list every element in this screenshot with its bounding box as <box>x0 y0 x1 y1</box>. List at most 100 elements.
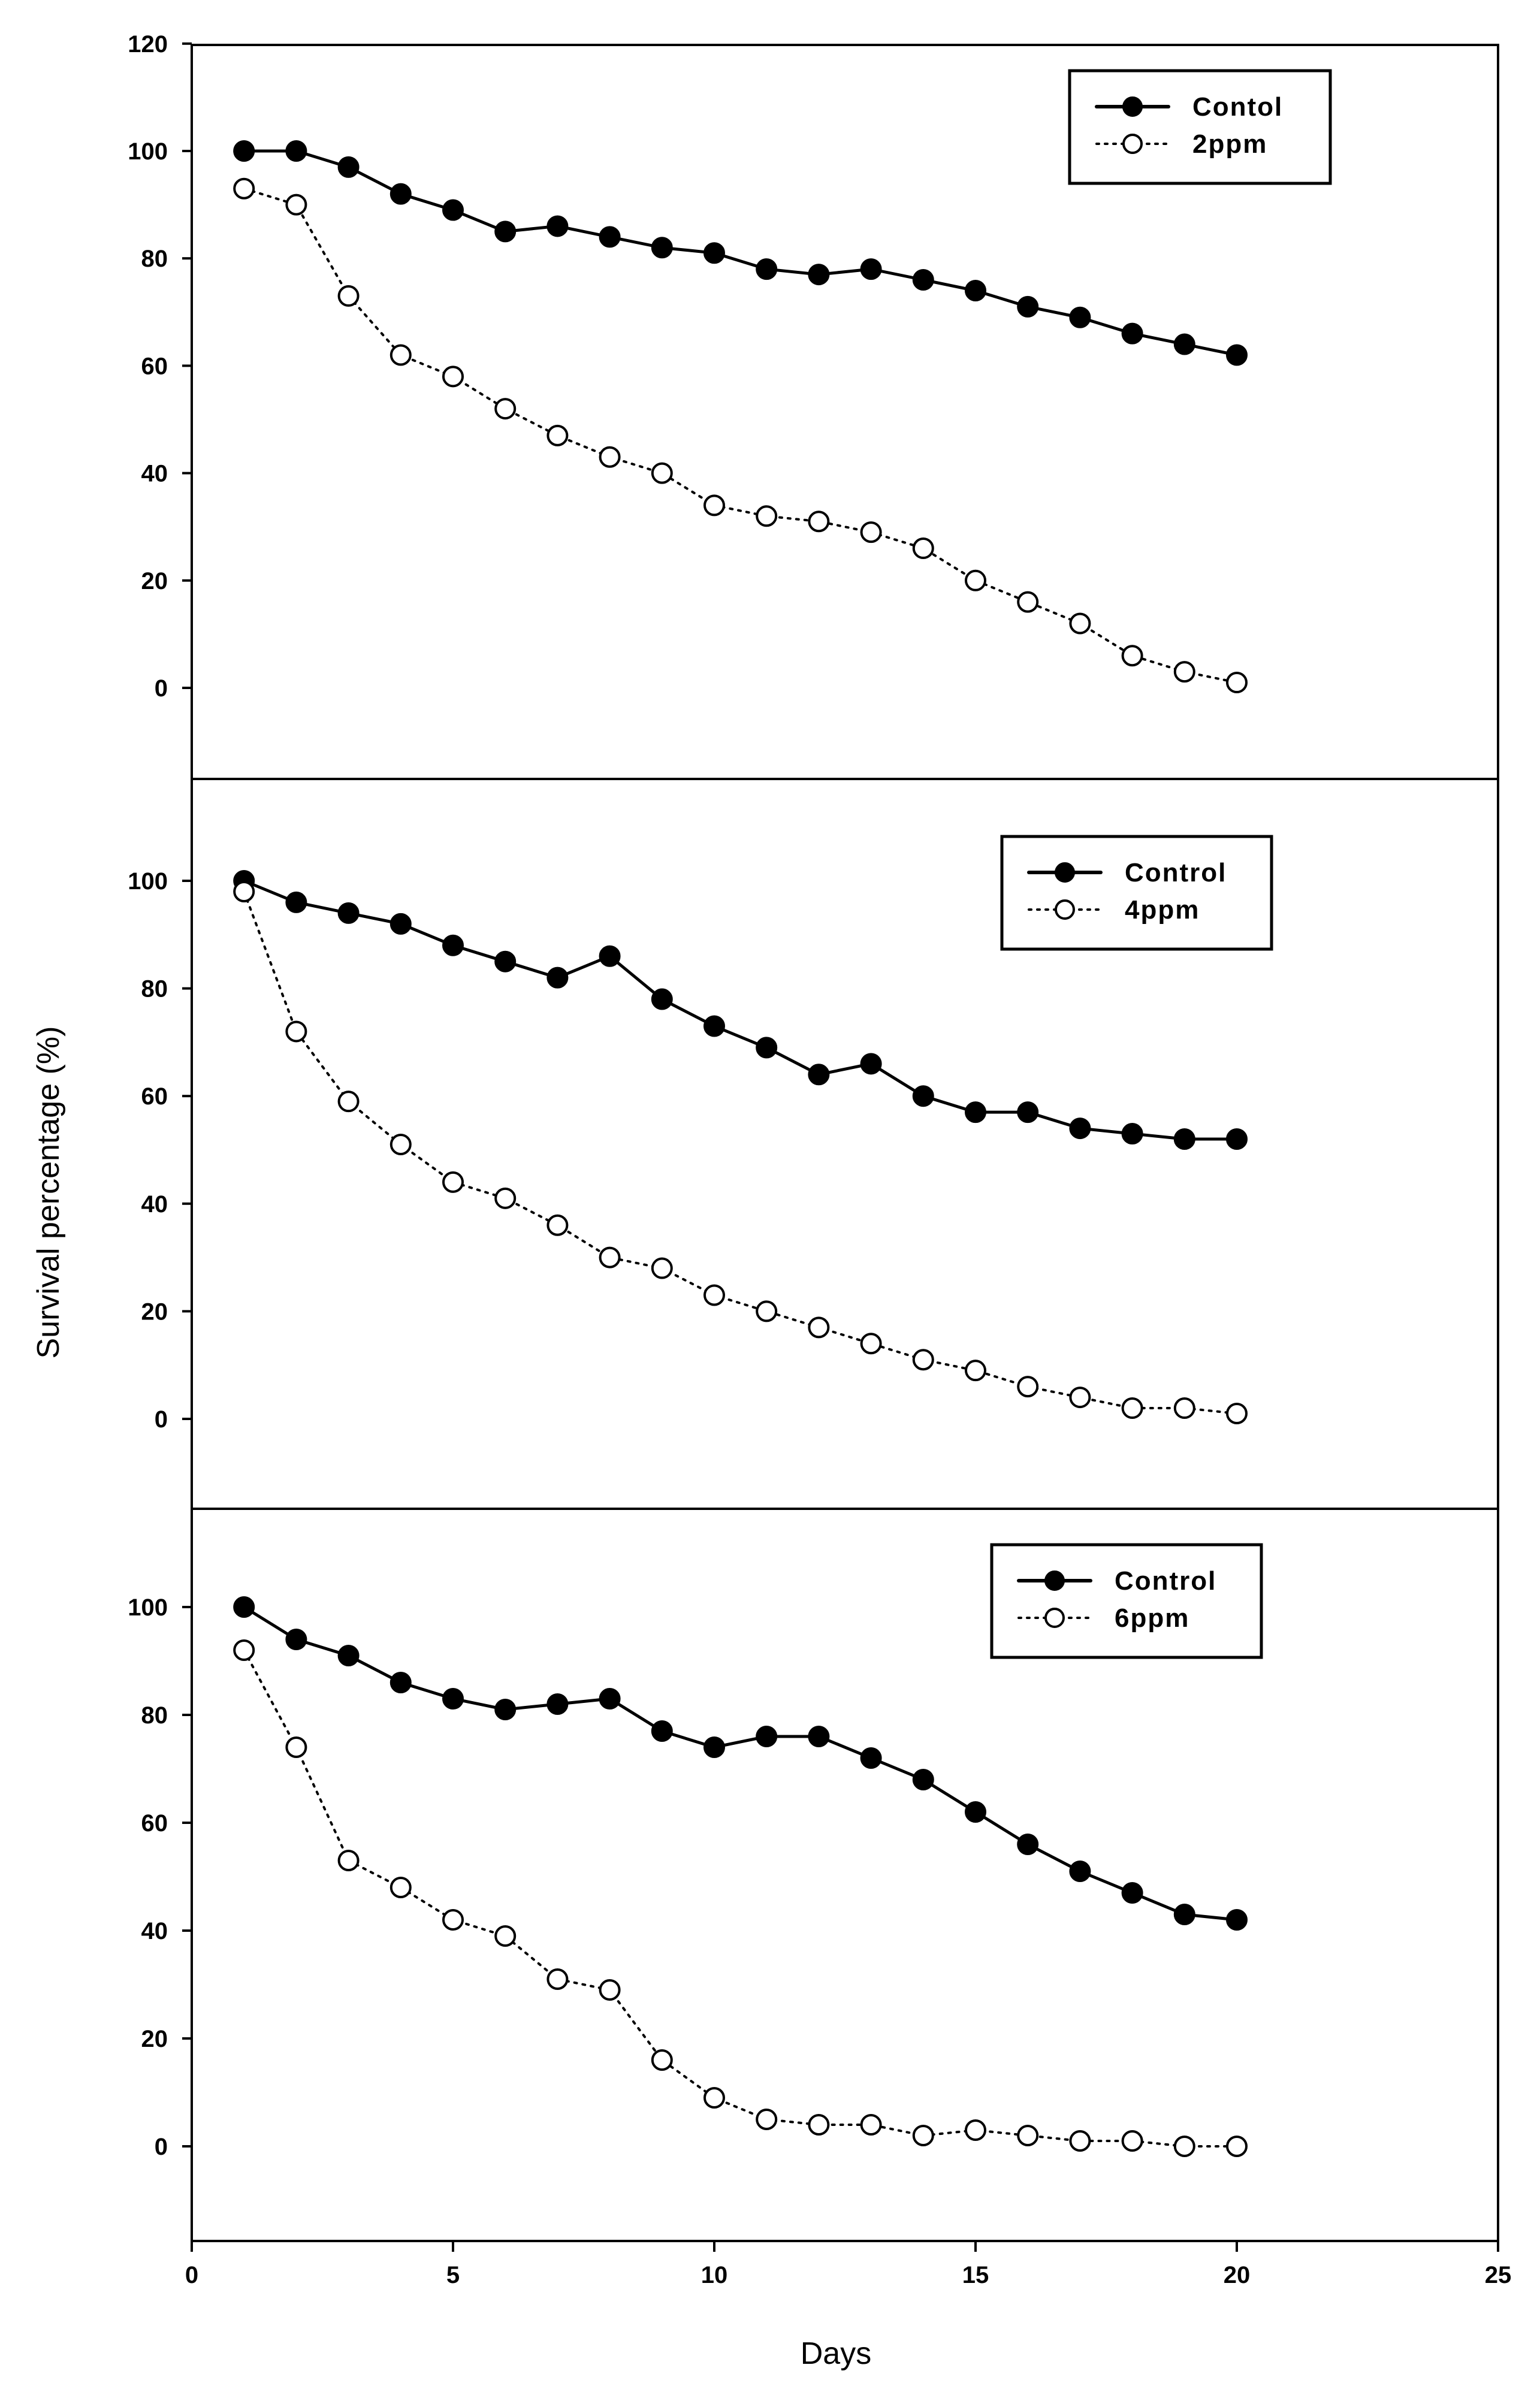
data-point <box>546 1968 569 1990</box>
y-tick-label: 0 <box>155 1406 168 1433</box>
legend-box <box>1000 835 1273 951</box>
data-point <box>808 1316 830 1339</box>
data-point <box>389 1672 412 1693</box>
y-tick-label: 100 <box>128 1594 168 1621</box>
data-point <box>546 1214 569 1236</box>
data-point <box>233 140 255 162</box>
data-point <box>599 1979 621 2001</box>
data-point <box>1121 322 1143 345</box>
data-point <box>494 1187 517 1209</box>
data-point <box>1121 2130 1143 2152</box>
y-tick-label: 80 <box>141 976 168 1002</box>
data-point <box>965 1801 986 1823</box>
data-point <box>965 279 986 301</box>
data-point <box>965 2119 986 2141</box>
data-point <box>1069 1118 1091 1140</box>
data-point <box>1069 1861 1091 1882</box>
data-point <box>1017 1376 1039 1398</box>
data-point <box>651 2049 673 2071</box>
data-point <box>494 221 517 243</box>
data-point <box>756 2109 778 2130</box>
data-point <box>756 1037 778 1059</box>
data-point <box>1173 1128 1195 1150</box>
data-point <box>285 1629 307 1650</box>
series-line-treatment <box>243 187 1238 684</box>
data-point <box>912 537 934 560</box>
data-point <box>860 2114 882 2136</box>
data-point <box>599 226 621 248</box>
data-point <box>546 967 569 989</box>
data-point <box>285 1020 307 1043</box>
series-line-treatment <box>243 890 1238 1415</box>
data-point <box>442 199 464 221</box>
y-tick-label: 40 <box>141 1191 168 1218</box>
data-point <box>965 1360 986 1382</box>
data-point <box>860 1747 882 1769</box>
data-point <box>651 988 673 1010</box>
legend-swatch-marker <box>1044 1608 1065 1628</box>
data-point <box>756 505 778 527</box>
y-tick-label: 60 <box>141 353 168 379</box>
data-point <box>1173 1397 1195 1419</box>
data-point <box>1173 661 1195 683</box>
data-point <box>1069 1387 1091 1409</box>
data-point <box>494 1699 517 1720</box>
data-point <box>599 446 621 468</box>
data-point <box>599 1688 621 1710</box>
data-point <box>912 1085 934 1107</box>
data-point <box>1226 1128 1248 1150</box>
data-point <box>651 1720 673 1742</box>
data-point <box>703 1284 725 1306</box>
data-point <box>703 2087 725 2109</box>
data-point <box>546 424 569 446</box>
y-tick-label: 0 <box>155 2134 168 2160</box>
data-point <box>337 1850 360 1871</box>
x-tick-label: 25 <box>1485 2262 1512 2288</box>
data-point <box>442 1171 464 1193</box>
data-point <box>808 511 830 533</box>
panel-3-frame <box>191 1508 1499 2242</box>
data-point <box>389 913 412 935</box>
x-tick-label: 20 <box>1224 2262 1251 2288</box>
data-point <box>233 1596 255 1618</box>
data-point <box>651 1257 673 1279</box>
data-point <box>860 258 882 280</box>
data-point <box>965 1101 986 1123</box>
data-point <box>860 1053 882 1075</box>
data-point <box>860 521 882 543</box>
data-point <box>808 2114 830 2136</box>
data-point <box>651 237 673 259</box>
data-point <box>285 194 307 216</box>
data-point <box>494 950 517 972</box>
data-point <box>233 1639 255 1661</box>
y-axis-title: Survival percentage (%) <box>31 1026 66 1359</box>
data-point <box>1173 1904 1195 1925</box>
data-point <box>860 1333 882 1355</box>
data-point <box>912 1769 934 1790</box>
x-tick-label: 10 <box>701 2262 728 2288</box>
data-point <box>599 1246 621 1268</box>
data-point <box>546 215 569 237</box>
data-point <box>651 462 673 484</box>
x-axis-title: Days <box>801 2336 871 2371</box>
legend-swatch-marker <box>1044 1570 1065 1591</box>
y-tick-label: 120 <box>128 31 168 58</box>
data-point <box>389 183 412 205</box>
data-point <box>1017 1834 1039 1855</box>
data-point <box>337 902 360 924</box>
data-point <box>233 880 255 902</box>
data-point <box>1121 1397 1143 1419</box>
data-point <box>756 1726 778 1747</box>
legend-swatch-marker <box>1122 134 1143 154</box>
data-point <box>337 285 360 307</box>
data-point <box>337 1645 360 1666</box>
data-point <box>1226 672 1248 694</box>
data-point <box>442 934 464 956</box>
data-point <box>808 264 830 286</box>
data-point <box>1069 2130 1091 2152</box>
y-tick-label: 60 <box>141 1810 168 1837</box>
data-point <box>703 1015 725 1037</box>
data-point <box>1121 1882 1143 1904</box>
data-point <box>703 494 725 517</box>
